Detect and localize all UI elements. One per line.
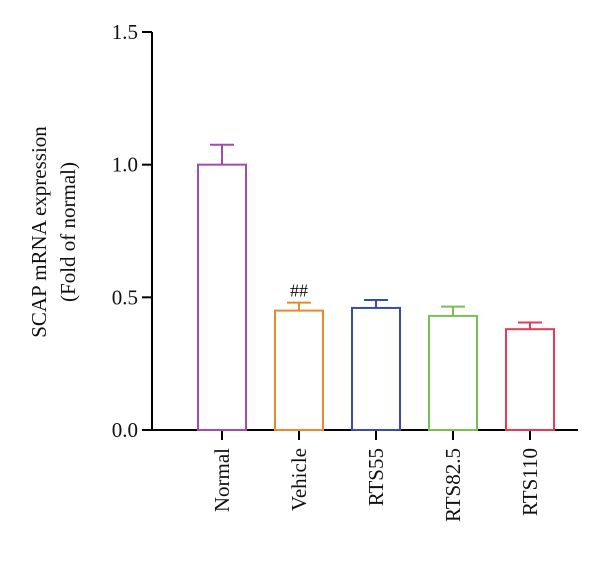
bar-normal (197, 163, 247, 432)
bars (197, 163, 555, 432)
y-tick-label: 1.5 (112, 20, 138, 44)
y-tick-label: 0.5 (112, 285, 138, 309)
annotations: ## (290, 281, 308, 301)
y-axis: 0.0 0.5 1.0 1.5 (112, 20, 153, 442)
bar-rts55 (351, 306, 401, 431)
category-label: Normal (210, 448, 234, 512)
x-axis (152, 429, 578, 440)
bar-vehicle (274, 309, 324, 432)
y-tick-label: 1.0 (112, 153, 138, 177)
y-axis-title-line-1: SCAP mRNA expression (27, 126, 51, 338)
bar-rts82-5 (428, 314, 478, 432)
y-tick-label: 0.0 (112, 418, 138, 442)
error-bars (210, 143, 542, 330)
y-axis-title: SCAP mRNA expression (Fold of normal) (27, 126, 80, 338)
y-axis-title-line-2: (Fold of normal) (56, 162, 80, 302)
category-label: Vehicle (287, 448, 311, 511)
category-label: RTS55 (364, 448, 388, 506)
category-label: RTS110 (518, 448, 542, 516)
category-labels: Normal Vehicle RTS55 RTS82.5 RTS110 (210, 448, 542, 522)
category-label: RTS82.5 (441, 448, 465, 522)
bar-rts110 (505, 328, 555, 432)
significance-annotation: ## (290, 281, 308, 301)
